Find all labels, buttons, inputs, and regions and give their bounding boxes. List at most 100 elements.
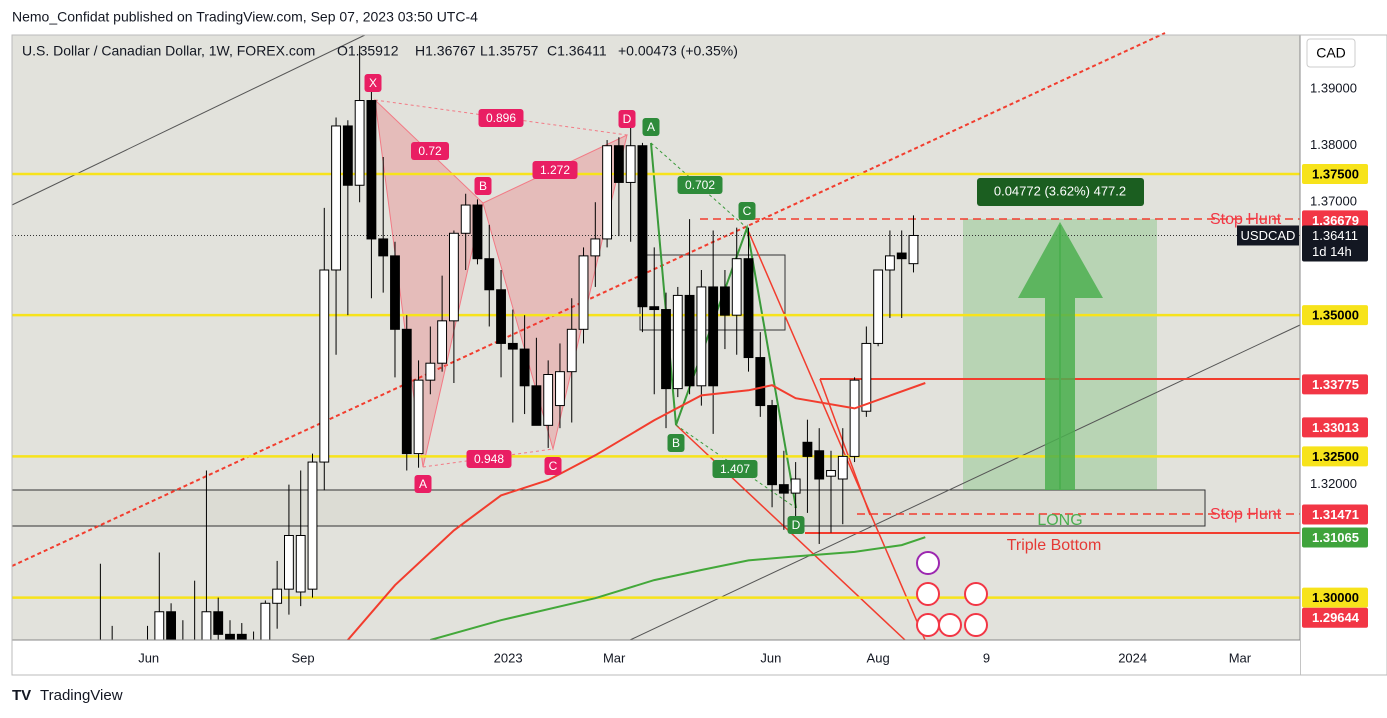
- candle-body: [354, 100, 365, 186]
- candle-body: [708, 286, 719, 387]
- pattern-tag: C: [549, 459, 558, 473]
- candle-body: [519, 348, 530, 387]
- price-badge: [1302, 446, 1368, 467]
- price-badge: [1302, 607, 1368, 628]
- x-tick-label: Jun: [760, 650, 781, 665]
- candle-body: [578, 255, 589, 330]
- pattern-tag: 0.702: [685, 178, 715, 192]
- price-badge-label: 1.32500: [1312, 449, 1359, 464]
- x-tick-label: Mar: [603, 650, 626, 665]
- stop-hunt-label: Stop Hunt: [1210, 211, 1282, 228]
- price-badge: [1302, 374, 1368, 395]
- event-icon[interactable]: [964, 582, 988, 606]
- candle-body: [826, 470, 836, 477]
- candle-body: [778, 484, 789, 494]
- event-icon[interactable]: [964, 613, 988, 637]
- candle-body: [213, 611, 224, 635]
- candle-body: [319, 269, 330, 463]
- pattern-tag: 0.896: [486, 111, 516, 125]
- event-icon[interactable]: [916, 551, 940, 575]
- price-badge: [1302, 587, 1368, 608]
- pattern-tag-bg: [618, 110, 636, 128]
- stop-hunt-label: Stop Hunt: [1210, 506, 1282, 523]
- candle-body: [696, 286, 707, 387]
- currency[interactable]: CAD: [1316, 45, 1346, 61]
- candle-body: [661, 309, 671, 390]
- measure-label-bg: [977, 178, 1144, 206]
- ohlc: +0.00473 (+0.35%): [618, 43, 738, 59]
- price-badge: [1302, 163, 1368, 184]
- candle-body: [543, 374, 554, 426]
- pattern-tag: B: [672, 436, 680, 450]
- candle-body: [873, 269, 884, 344]
- price-axis-bg: [1300, 35, 1387, 675]
- y-tick-label: 1.39000: [1310, 81, 1357, 96]
- currency-button[interactable]: [1306, 38, 1356, 68]
- price-badge: [1302, 225, 1368, 262]
- candle-body: [566, 328, 577, 373]
- candle-body: [849, 379, 860, 457]
- countdown: 1d 14h: [1312, 244, 1352, 259]
- candle-body: [531, 385, 542, 426]
- ohlc: H1.36767: [415, 43, 476, 59]
- symbol-tag: USDCAD: [1241, 228, 1296, 243]
- price-badge-label: 1.36411: [1312, 228, 1358, 243]
- candle-body: [790, 478, 801, 494]
- pattern-tag-bg: [532, 161, 578, 179]
- price-badge: [1302, 417, 1368, 438]
- ohlc: L1.35757: [480, 43, 539, 59]
- candle-body: [672, 294, 683, 390]
- event-icon[interactable]: [916, 582, 940, 606]
- price-badge-label: 1.33013: [1312, 420, 1359, 435]
- candle-body: [401, 328, 412, 455]
- y-tick-label: 1.38000: [1310, 137, 1357, 152]
- event-icon[interactable]: [916, 613, 940, 637]
- price-badge: [1302, 305, 1368, 326]
- x-tick-label: Sep: [291, 650, 314, 665]
- y-tick-label: 1.37000: [1310, 194, 1357, 209]
- candle-body: [166, 611, 177, 640]
- candle-body: [295, 534, 306, 593]
- price-badge-label: 1.31471: [1312, 507, 1359, 522]
- candle-body: [201, 611, 212, 640]
- candle-body: [437, 320, 448, 364]
- candle-body: [731, 258, 742, 316]
- price-badge-label: 1.36679: [1312, 213, 1359, 228]
- pattern-tag-bg: [544, 457, 562, 475]
- long-arrow: [1018, 222, 1103, 490]
- candle-body: [837, 455, 848, 480]
- x-tick-label: Mar: [1229, 650, 1252, 665]
- candle-body: [625, 145, 636, 183]
- moving-average: [347, 382, 926, 640]
- candle-body: [413, 379, 424, 455]
- candle-body: [649, 306, 660, 311]
- ohlc: O1.35912: [337, 43, 399, 59]
- candle-body: [884, 255, 895, 271]
- logo-mark: TV: [12, 687, 31, 704]
- candle-body: [720, 286, 730, 316]
- candle-body: [814, 450, 825, 480]
- pattern-tag-bg: [738, 202, 756, 220]
- candle-body: [908, 234, 919, 265]
- candle-body: [342, 125, 353, 186]
- candle-body: [767, 405, 777, 486]
- moving-average: [430, 536, 926, 640]
- candle-body: [425, 362, 436, 381]
- ohlc: C1.36411: [547, 43, 607, 59]
- candle-body: [684, 294, 695, 387]
- candle-body: [484, 258, 495, 291]
- candle-body: [284, 534, 294, 590]
- pattern-tag-bg: [787, 516, 805, 534]
- price-badge-label: 1.29644: [1312, 610, 1360, 625]
- long-label: LONG: [1037, 512, 1082, 529]
- trend-line: [11, 32, 1166, 567]
- event-icon[interactable]: [938, 613, 962, 637]
- footer: TradingView: [40, 687, 123, 704]
- zone-box: [11, 489, 1206, 527]
- candle-body: [460, 204, 471, 234]
- price-badge-label: 1.35000: [1312, 308, 1359, 323]
- pattern-tag: D: [623, 112, 632, 126]
- price-badge: [1302, 504, 1368, 525]
- pattern-tag: X: [369, 76, 377, 90]
